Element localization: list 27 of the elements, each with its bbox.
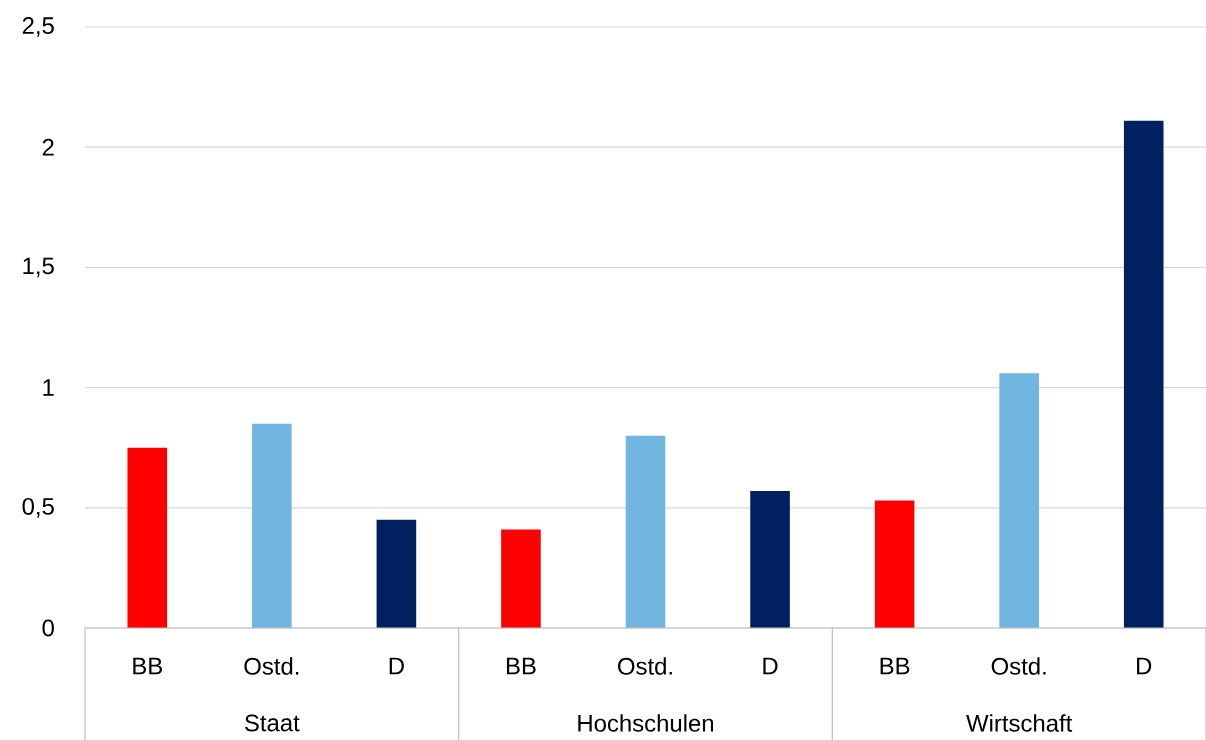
bar <box>501 529 541 628</box>
series-label: D <box>389 657 404 675</box>
bar <box>625 435 666 628</box>
y-tick-label: 2 <box>42 138 54 156</box>
bar <box>874 500 915 628</box>
x-tick-label: Staat <box>245 714 300 732</box>
y-tick-label: 0,5 <box>22 497 54 518</box>
bar <box>1123 120 1164 628</box>
text: BB <box>880 657 910 675</box>
bar <box>127 447 168 628</box>
bar <box>750 490 790 628</box>
text: Ostd. <box>991 657 1046 675</box>
y-tick-label: 1 <box>43 379 54 396</box>
bar <box>376 519 417 628</box>
y-tick-label: 2,5 <box>22 17 54 37</box>
x-tick-label: Wirtschaft <box>966 714 1073 732</box>
series-label: Ostd. <box>618 657 672 675</box>
text: BB <box>506 657 536 675</box>
text: D <box>763 657 778 675</box>
text: Ostd. <box>244 657 299 675</box>
bar <box>999 373 1039 628</box>
y-tick-label: 1,5 <box>23 257 54 278</box>
bar <box>252 423 292 628</box>
series-label: BB <box>133 657 162 675</box>
x-tick-label: Hochschulen <box>578 714 714 732</box>
y-tick-label: 0 <box>42 619 54 637</box>
text: D <box>1137 657 1152 675</box>
